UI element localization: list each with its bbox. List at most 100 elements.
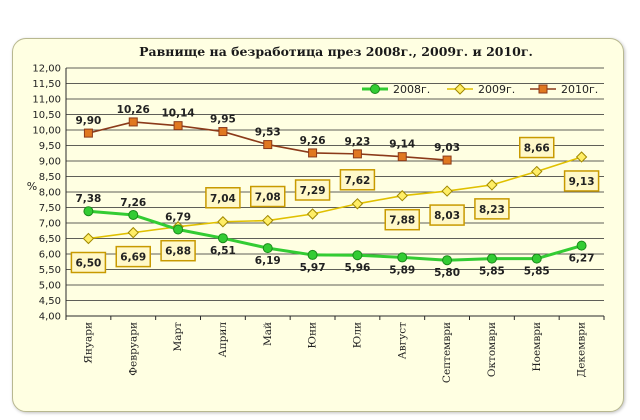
x-axis-categories: Януари Февруари Март Април Май Юни Юли Август Се… [82, 322, 587, 383]
x-category-label: Април [217, 322, 229, 358]
marker-2010 [308, 148, 318, 158]
marker-2008 [307, 249, 318, 260]
chart-title: Равнище на безработица през 2008г., 2009… [139, 44, 533, 59]
marker-2009 [127, 226, 139, 239]
marker-2009 [441, 185, 453, 197]
line-chart: Равнище на безработица през 2008г., 2009… [27, 44, 605, 383]
data-label-2009: 7,88 [389, 215, 415, 227]
data-label-2008: 5,85 [524, 266, 550, 278]
data-label-2010: 9,26 [300, 135, 326, 147]
marker-2008 [173, 224, 184, 235]
data-label-2009: 8,66 [524, 143, 550, 155]
y-tick-label: 10,50 [32, 110, 61, 121]
x-category-label: Август [396, 322, 408, 359]
data-label-2008: 5,89 [389, 264, 415, 276]
marker-2009 [217, 216, 229, 228]
marker-2008 [83, 206, 94, 217]
marker-2010 [218, 127, 228, 137]
chart-frame [12, 38, 624, 412]
marker-2009 [351, 198, 364, 210]
data-label-box-2009 [384, 208, 420, 231]
data-label-box-2009 [70, 251, 107, 274]
y-tick-label: 8,00 [39, 188, 61, 199]
data-label-2008: 5,96 [344, 262, 370, 274]
legend-marker [454, 83, 466, 95]
data-label-box-2009 [250, 185, 286, 208]
marker-2008 [531, 253, 542, 264]
marker-2009 [306, 208, 319, 220]
data-label-2010: 9,23 [344, 136, 370, 148]
x-category-label: Март [172, 322, 184, 352]
x-category-label: Май [262, 322, 274, 346]
marker-2010 [352, 149, 362, 159]
marker-2010 [263, 140, 273, 150]
data-label-2009: 7,62 [344, 175, 370, 187]
y-tick-label: 4,00 [39, 312, 61, 323]
marker-2008 [486, 253, 497, 264]
data-label-box-2009 [160, 239, 196, 262]
y-tick-label: 6,00 [39, 250, 61, 261]
data-labels: 9,90 10,26 10,14 9,95 9,53 9,26 9,23 9,14 9,03 7,… [70, 104, 600, 279]
data-label-2009: 7,04 [210, 193, 236, 205]
data-label-2010: 10,26 [117, 104, 150, 116]
legend-label: 2008г. [393, 83, 430, 96]
data-label-2010: 9,95 [210, 114, 236, 126]
data-label-2008: 7,38 [75, 193, 101, 205]
y-tick-label: 11,50 [32, 79, 61, 90]
data-label-box-2009 [294, 179, 331, 201]
y-tick-label: 12,00 [32, 64, 61, 75]
marker-2010 [128, 117, 138, 127]
data-label-2010: 10,14 [161, 108, 194, 120]
data-label-2010: 9,90 [75, 115, 101, 127]
y-axis-label: % [27, 180, 37, 193]
series-lines [88, 121, 583, 262]
data-label-2010: 9,03 [434, 142, 460, 154]
data-label-2009: 7,08 [255, 192, 281, 204]
y-tick-label: 11,00 [32, 95, 61, 106]
x-category-label: Юли [351, 322, 363, 348]
data-label-2009: 6,88 [165, 246, 191, 258]
legend-marker [538, 84, 548, 94]
data-label-2008: 6,27 [569, 253, 595, 265]
series-line [88, 209, 583, 262]
y-tick-label: 7,00 [39, 219, 61, 230]
data-label-2009: 6,69 [120, 252, 146, 264]
marker-2009 [486, 179, 498, 191]
data-label-box-2009 [563, 170, 600, 192]
marker-2008 [442, 255, 453, 266]
data-label-2009: 7,29 [300, 185, 326, 197]
marker-2010 [397, 152, 407, 162]
x-category-label: Февруари [127, 322, 139, 376]
data-label-2009: 9,13 [569, 176, 595, 188]
y-tick-label: 8,50 [39, 172, 61, 183]
data-label-2008: 6,79 [165, 212, 191, 224]
y-tick-label: 10,00 [32, 126, 61, 137]
y-tick-label: 9,50 [39, 141, 61, 152]
data-label-2009: 6,50 [75, 258, 101, 270]
legend-label: 2010г. [561, 83, 598, 96]
data-label-box-2009 [339, 169, 376, 191]
marker-2008 [352, 250, 363, 261]
data-label-2008: 6,19 [255, 255, 281, 267]
data-label-box-2009 [205, 187, 241, 209]
marker-2008 [128, 209, 139, 220]
legend-marker [370, 84, 380, 94]
data-label-2010: 9,14 [389, 139, 415, 151]
marker-2009 [531, 165, 543, 178]
y-tick-label: 7,50 [39, 203, 61, 214]
data-label-2008: 7,26 [120, 197, 146, 209]
marker-2010 [442, 155, 452, 165]
y-tick-label: 9,00 [39, 157, 61, 168]
data-label-2008: 6,51 [210, 245, 236, 257]
marker-2008 [397, 252, 408, 263]
x-category-label: Декември [576, 322, 588, 377]
y-tick-label: 5,00 [39, 281, 61, 292]
x-category-label: Юни [307, 322, 319, 349]
data-label-2010: 9,53 [255, 127, 281, 139]
data-label-2009: 8,23 [479, 204, 505, 216]
y-tick-label: 5,50 [39, 265, 61, 276]
marker-2009 [262, 214, 274, 227]
data-label-2008: 5,97 [300, 262, 326, 274]
marker-2010 [83, 128, 93, 138]
data-label-box-2009 [429, 204, 465, 226]
